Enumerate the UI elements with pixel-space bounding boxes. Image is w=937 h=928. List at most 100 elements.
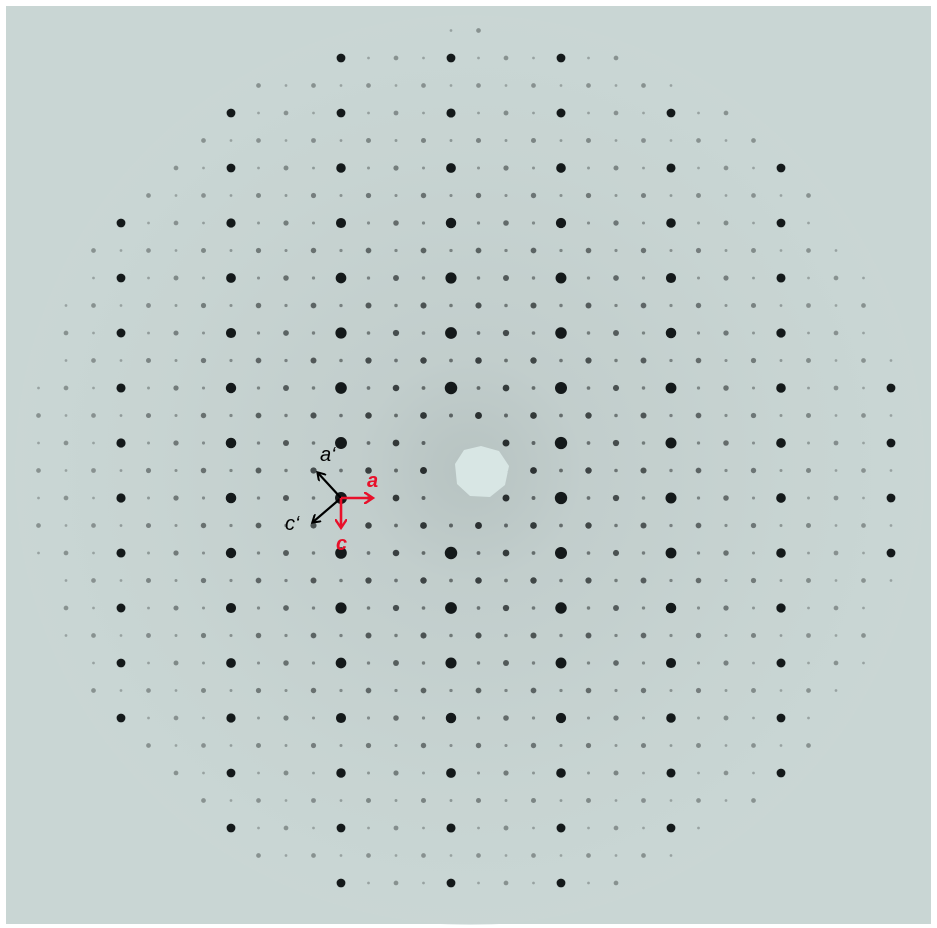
- diffraction-spot: [477, 56, 480, 60]
- diffraction-spot: [119, 414, 123, 417]
- diffraction-spot: [63, 550, 69, 556]
- diffraction-spot: [477, 111, 480, 115]
- diffraction-spot: [147, 441, 150, 445]
- diffraction-spot: [476, 716, 481, 720]
- diffraction-spot: [776, 493, 786, 503]
- diffraction-spot: [201, 798, 206, 803]
- diffraction-spot: [200, 357, 207, 364]
- diffraction-spot: [420, 192, 427, 199]
- diffraction-spot: [640, 412, 647, 419]
- diffraction-spot: [614, 744, 618, 747]
- diffraction-spot: [229, 523, 233, 528]
- diffraction-spot: [394, 523, 398, 528]
- diffraction-spot: [339, 578, 343, 583]
- diffraction-spot: [806, 358, 811, 363]
- diffraction-spot: [696, 743, 701, 748]
- diffraction-spot: [724, 468, 728, 473]
- diffraction-spot: [886, 548, 896, 558]
- diffraction-spot: [421, 606, 426, 610]
- diffraction-spot: [64, 469, 68, 472]
- diffraction-spot: [669, 194, 673, 197]
- diffraction-spot: [119, 689, 123, 692]
- diffraction-spot: [669, 248, 673, 253]
- diffraction-spot: [422, 826, 425, 830]
- diffraction-spot: [669, 578, 673, 583]
- diffraction-spot: [614, 84, 618, 87]
- diffraction-spot: [173, 330, 179, 336]
- diffraction-spot: [502, 329, 510, 337]
- diffraction-spot: [225, 602, 237, 614]
- diffraction-spot: [366, 331, 371, 335]
- diffraction-spot: [779, 359, 783, 362]
- diffraction-spot: [697, 166, 700, 170]
- diffraction-spot: [640, 247, 647, 254]
- diffraction-spot: [229, 689, 233, 692]
- diffraction-spot: [530, 467, 537, 474]
- diffraction-spot: [806, 413, 811, 418]
- diffraction-spot: [559, 358, 563, 363]
- diffraction-spot: [283, 110, 289, 116]
- diffraction-spot: [311, 276, 316, 280]
- diffraction-spot: [613, 330, 619, 336]
- diffraction-spot: [586, 551, 591, 555]
- diffraction-spot: [225, 492, 237, 504]
- diffraction-spot: [145, 412, 152, 419]
- diffraction-spot: [200, 522, 207, 529]
- diffraction-spot: [200, 632, 207, 639]
- diffraction-spot: [336, 108, 346, 118]
- diffraction-spot: [146, 688, 151, 693]
- diffraction-spot: [225, 547, 237, 559]
- diffraction-spot: [531, 221, 536, 225]
- diffraction-spot: [666, 163, 676, 173]
- diffraction-spot: [229, 744, 233, 747]
- diffraction-spot: [445, 657, 457, 669]
- diffraction-spot: [422, 111, 425, 115]
- diffraction-spot: [421, 276, 426, 280]
- diffraction-spot: [366, 441, 371, 445]
- diffraction-spot: [640, 302, 647, 309]
- diffraction-spot: [750, 302, 757, 309]
- diffraction-spot: [532, 166, 535, 170]
- diffraction-spot: [477, 771, 480, 775]
- diffraction-spot: [335, 657, 347, 669]
- diffraction-spot: [669, 468, 673, 473]
- diffraction-spot: [92, 496, 95, 500]
- diffraction-spot: [475, 302, 482, 309]
- diffraction-spot: [449, 358, 453, 363]
- diffraction-spot: [723, 605, 729, 611]
- diffraction-spot: [834, 249, 838, 252]
- diffraction-spot: [255, 247, 262, 254]
- diffraction-spot: [394, 303, 398, 308]
- diffraction-spot: [587, 111, 590, 115]
- diffraction-spot: [586, 853, 591, 858]
- diffraction-spot: [475, 742, 482, 749]
- diffraction-spot: [696, 441, 701, 445]
- diffraction-spot: [613, 880, 619, 886]
- diffraction-spot: [201, 248, 206, 253]
- diffraction-spot: [614, 413, 618, 418]
- diffraction-spot: [116, 658, 126, 668]
- diffraction-spot: [779, 194, 783, 197]
- diffraction-spot: [339, 139, 343, 142]
- diffraction-spot: [641, 798, 646, 803]
- diffraction-spot: [311, 386, 316, 390]
- diffraction-spot: [449, 84, 453, 87]
- diffraction-spot: [475, 137, 482, 144]
- diffraction-spot: [116, 218, 126, 228]
- diffraction-spot: [665, 602, 677, 614]
- diffraction-spot: [503, 715, 509, 721]
- diffraction-spot: [504, 578, 508, 583]
- diffraction-spot: [669, 799, 673, 802]
- diffraction-spot: [229, 578, 233, 583]
- diffraction-spot: [174, 413, 178, 418]
- diffraction-spot: [475, 632, 482, 639]
- diffraction-spot: [724, 194, 728, 197]
- diffraction-spot: [393, 660, 399, 666]
- diffraction-spot: [116, 438, 126, 448]
- diffraction-spot: [335, 382, 347, 394]
- diffraction-spot: [695, 302, 702, 309]
- diffraction-spot: [283, 330, 289, 336]
- diffraction-spot: [559, 248, 563, 253]
- diffraction-spot: [147, 496, 150, 500]
- diffraction-spot: [614, 523, 618, 528]
